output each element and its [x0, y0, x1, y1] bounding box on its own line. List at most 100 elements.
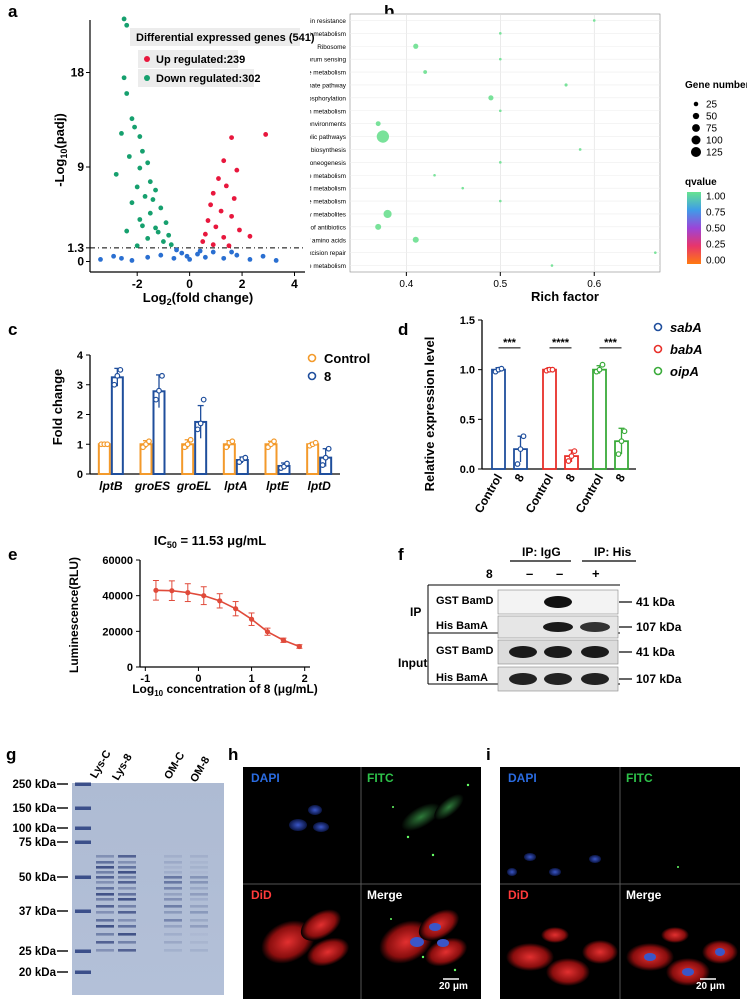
merge-cell [424, 937, 468, 967]
volcano-point [137, 165, 143, 171]
gel-protein-band [118, 919, 136, 922]
volcano-point [210, 190, 216, 196]
rel-expr-point [549, 366, 556, 373]
dapi-label: DAPI [251, 771, 280, 785]
gel-protein-band [190, 919, 208, 922]
merge-label: Merge [626, 888, 662, 902]
dapi-nucleus [313, 822, 329, 832]
ic50-x-tick-label: 2 [302, 673, 308, 685]
volcano-point [142, 194, 148, 199]
gel-protein-band [190, 866, 208, 869]
relative-expression-bar-chart: Relative expression level 0.0 0.5 1.0 1.5 Co… [422, 315, 703, 515]
lane-om-c: OM-C [162, 750, 187, 781]
fold-change-y-tick-label: 0 [77, 469, 83, 481]
qvalue-legend-tick: 0.00 [706, 256, 726, 267]
gel-protein-band [118, 893, 136, 896]
marker-size-label: 37 kDa [19, 906, 57, 918]
gel-protein-band [164, 911, 182, 914]
kegg-bubble [550, 264, 554, 267]
rel-expr-point [568, 453, 575, 459]
marker-size-label: 20 kDa [19, 967, 57, 979]
blot-band-input-bama-3 [581, 673, 609, 685]
gel-protein-band [118, 941, 136, 944]
ic50-point [217, 598, 223, 604]
volcano-point [263, 132, 269, 137]
fold-change-point [325, 445, 332, 452]
volcano-point [234, 252, 240, 258]
gel-protein-band [190, 905, 208, 908]
volcano-point [210, 242, 216, 248]
rel-expr-point [615, 451, 622, 458]
blot-row-1-label: GST BamD [436, 595, 494, 607]
volcano-point [166, 232, 172, 238]
merge-label: Merge [367, 888, 403, 902]
qvalue-legend-tick: 1.00 [706, 192, 726, 203]
kegg-pathway-label: Metabolic pathways [310, 134, 346, 141]
fold-change-point [229, 438, 236, 445]
fitc-cell [434, 793, 464, 821]
kegg-bubble [423, 70, 428, 74]
volcano-point [129, 200, 135, 206]
size-41kda-ip: 41 kDa [636, 595, 675, 609]
gel-protein-band [96, 887, 114, 890]
kegg-x-tick-label: 0.4 [399, 279, 413, 290]
volcano-point [129, 258, 135, 263]
dapi-nucleus [308, 805, 322, 815]
did-label: DiD [508, 888, 529, 902]
gel-protein-band [164, 861, 182, 864]
gel-protein-band [96, 925, 114, 928]
volcano-point [229, 249, 234, 255]
kegg-pathway-label: Lysine biosynthesis [310, 147, 346, 154]
gel-protein-band [96, 871, 114, 874]
gene-category-label: lptD [308, 479, 332, 493]
ladder-band [75, 875, 91, 879]
blot-band-input-bamd-2 [544, 646, 572, 658]
volcano-point [174, 247, 179, 253]
ladder-band [75, 782, 91, 786]
volcano-point [121, 75, 127, 81]
kegg-bubble [488, 95, 494, 101]
marker-size-label: 150 kDa [13, 803, 57, 815]
gel-protein-band [96, 881, 114, 884]
kegg-bubble [564, 83, 568, 87]
gel-protein-band [164, 887, 182, 890]
pull-down-western-blot: IP: IgG IP: His 8 – – + IP Input GST Bam… [398, 545, 682, 692]
ic50-point [185, 590, 191, 596]
gel-protein-band [96, 919, 114, 922]
volcano-point [221, 234, 227, 240]
fold-change-point [187, 436, 194, 443]
ladder-band [75, 840, 91, 844]
ic50-point [296, 643, 302, 650]
ladder-band [75, 949, 91, 953]
fold-change-point [146, 438, 152, 445]
kegg-bubble [413, 43, 419, 49]
kegg-bubble [383, 209, 392, 219]
rel-expr-x-label: 8 [563, 471, 579, 484]
gene-number-legend-label: 25 [706, 100, 718, 111]
kegg-bubble [461, 186, 465, 190]
fold-change-point [223, 444, 230, 451]
volcano-point [229, 135, 234, 141]
gel-protein-band [164, 949, 182, 952]
size-107kda-ip: 107 kDa [636, 620, 682, 634]
volcano-point [124, 22, 130, 28]
kegg-pathway-label: Biosynthesis of antibiotics [310, 224, 346, 231]
marker-size-label: 50 kDa [19, 872, 57, 884]
microscopy-panel-i: DAPI FITC DiD Merge 20 μm [500, 767, 740, 999]
gel-protein-band [164, 933, 182, 936]
rel-expr-x-label: 8 [613, 471, 629, 484]
ic50-title: IC50 = 11.53 μg/mL [154, 533, 266, 550]
volcano-point [145, 236, 151, 241]
rel-expr-legend-marker [653, 344, 663, 354]
rel-expr-point [514, 461, 521, 467]
rel-expr-y-tick-label: 0.0 [460, 464, 475, 476]
volcano-point [119, 131, 124, 136]
gene-category-label: lptE [266, 479, 290, 493]
panel-label-e: e [8, 545, 18, 564]
volcano-point [237, 227, 242, 233]
volcano-point [195, 251, 200, 257]
ic50-y-axis-label: Luminescence(RLU) [67, 557, 81, 673]
gel-protein-band [190, 911, 208, 914]
panel-label-b: b [384, 2, 395, 21]
ic50-y-tick-label: 60000 [102, 555, 133, 567]
